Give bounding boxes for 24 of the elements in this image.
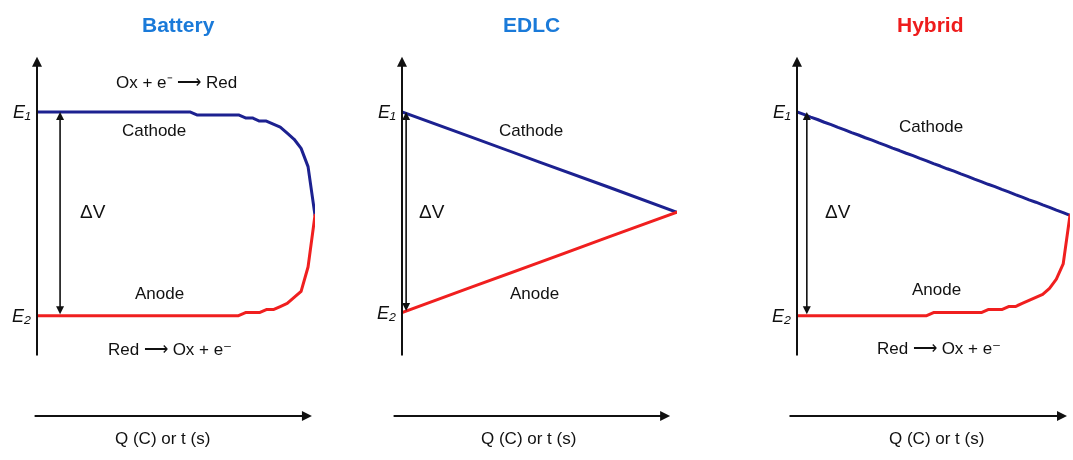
- annotation: E₂: [377, 303, 397, 323]
- annotation: E₁: [773, 102, 792, 122]
- series-label: Cathode: [122, 121, 187, 140]
- chart-title: Battery: [142, 13, 215, 36]
- series-label: Cathode: [899, 117, 964, 136]
- text: E₂: [12, 306, 32, 326]
- x-axis-title: Q (C) or t (s): [889, 429, 985, 448]
- series-label: Anode: [510, 284, 560, 303]
- x-axis-title: Q (C) or t (s): [481, 429, 577, 448]
- annotation: ΔV: [80, 201, 106, 222]
- x-axis-title: Q (C) or t (s): [115, 429, 211, 448]
- annotation: Red ⟶ Ox + e⁻: [877, 339, 1002, 358]
- series-label: Anode: [135, 284, 185, 303]
- series-label: Cathode: [499, 121, 564, 140]
- chart-title: Hybrid: [897, 13, 964, 36]
- chart-title: EDLC: [503, 13, 561, 36]
- text: Ox + e⁻ ⟶ Red: [116, 73, 238, 92]
- annotation: Red ⟶ Ox + e⁻: [108, 340, 233, 359]
- annotation: E₂: [772, 306, 792, 326]
- annotation: E₁: [378, 102, 397, 122]
- text: E₁: [13, 102, 32, 122]
- series-label: Anode: [912, 280, 962, 299]
- annotation: ΔV: [419, 201, 445, 222]
- annotation: ΔV: [825, 201, 851, 222]
